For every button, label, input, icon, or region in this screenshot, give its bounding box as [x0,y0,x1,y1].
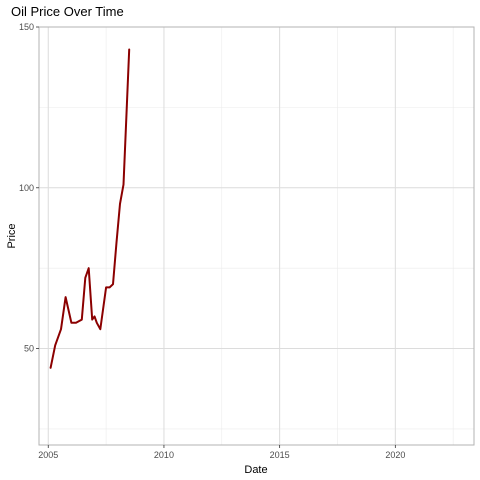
series-layer [49,48,131,369]
y-tick-label: 150 [19,22,34,32]
chart-title: Oil Price Over Time [11,4,124,19]
plot-background [39,27,474,445]
x-tick-label: 2020 [385,450,405,460]
minor-grid [39,27,474,445]
x-tick-label: 2005 [38,450,58,460]
x-tick-label: 2015 [270,450,290,460]
plot-panel [38,26,475,446]
y-tick-label: 100 [19,183,34,193]
x-tick-label: 2010 [154,450,174,460]
x-axis-ticks: 2005 2010 2015 2020 [38,445,405,460]
y-axis-ticks: 50 100 150 [19,22,39,354]
y-tick-label: 50 [24,344,34,354]
x-axis-label: Date [244,464,267,476]
plot-border [38,26,475,446]
price-series-line [49,48,131,369]
y-axis-label: Price [6,223,18,248]
